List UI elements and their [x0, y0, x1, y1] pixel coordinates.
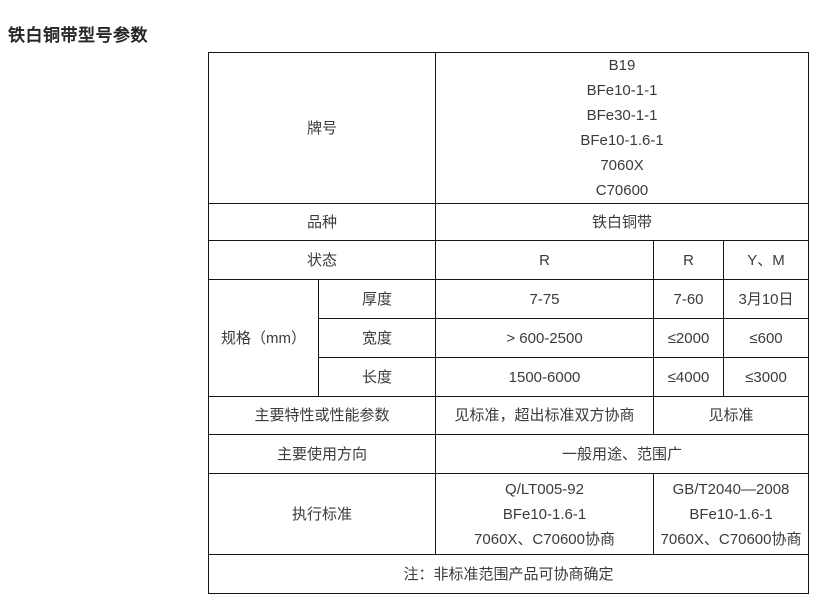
standard-col-b: Q/LT005-92 BFe10-1.6-1 7060X、C70600协商 — [435, 473, 655, 555]
table-row-standard: 执行标准 Q/LT005-92 BFe10-1.6-1 7060X、C70600协商… — [207, 473, 810, 555]
table-row-state: 状态 R R Y、M — [207, 240, 810, 280]
parameters-table: 牌号 B19 BFe10-1-1 BFe30-1-1 BFe10-1.6-1 7060X… — [207, 52, 810, 594]
table-row-grade: 牌号 B19 BFe10-1-1 BFe30-1-1 BFe10-1.6-1 7060X… — [207, 52, 810, 204]
usage-value: 一般用途、范围广 — [435, 434, 810, 474]
table-row-features: 主要特性或性能参数 见标准，超出标准双方协商 见标准 — [207, 396, 810, 435]
table-row-note: 注：非标准范围产品可协商确定 — [207, 554, 810, 594]
width-col-b: > 600-2500 — [435, 318, 655, 358]
width-col-d: ≤600 — [723, 318, 810, 358]
variety-label: 品种 — [207, 203, 437, 241]
table-row-length: 长度 1500-6000 ≤4000 ≤3000 — [209, 357, 810, 397]
table-row-variety: 品种 铁白铜带 — [207, 203, 810, 241]
thickness-label: 厚度 — [317, 279, 437, 319]
length-col-b: 1500-6000 — [435, 357, 655, 397]
page-title: 铁白铜带型号参数 — [8, 26, 148, 46]
table-row-thickness: 规格（mm） 厚度 7-75 7-60 3月10日 — [208, 279, 810, 397]
state-col-d: Y、M — [723, 240, 810, 280]
thickness-col-d: 3月10日 — [723, 279, 810, 319]
usage-label: 主要使用方向 — [207, 434, 437, 474]
grade-label: 牌号 — [207, 52, 437, 204]
grade-values: B19 BFe10-1-1 BFe30-1-1 BFe10-1.6-1 7060X C70… — [435, 52, 810, 204]
length-col-c: ≤4000 — [653, 357, 725, 397]
width-label: 宽度 — [317, 318, 437, 358]
standard-label: 执行标准 — [207, 473, 437, 555]
table-row-usage: 主要使用方向 一般用途、范围广 — [207, 434, 810, 474]
features-label: 主要特性或性能参数 — [207, 396, 437, 435]
width-col-c: ≤2000 — [653, 318, 725, 358]
length-label: 长度 — [317, 357, 437, 397]
variety-value: 铁白铜带 — [435, 203, 810, 241]
features-col-cd: 见标准 — [653, 396, 810, 435]
note-value: 注：非标准范围产品可协商确定 — [207, 554, 810, 594]
state-col-c: R — [653, 240, 725, 280]
state-col-b: R — [435, 240, 655, 280]
state-label: 状态 — [207, 240, 437, 280]
standard-col-cd: GB/T2040—2008 BFe10-1.6-1 7060X、C70600协商 — [653, 473, 810, 555]
thickness-col-c: 7-60 — [653, 279, 725, 319]
features-col-b: 见标准，超出标准双方协商 — [435, 396, 655, 435]
spec-label: 规格（mm） — [208, 279, 319, 397]
table-row-width: 宽度 > 600-2500 ≤2000 ≤600 — [209, 318, 810, 358]
length-col-d: ≤3000 — [723, 357, 810, 397]
thickness-col-b: 7-75 — [435, 279, 655, 319]
